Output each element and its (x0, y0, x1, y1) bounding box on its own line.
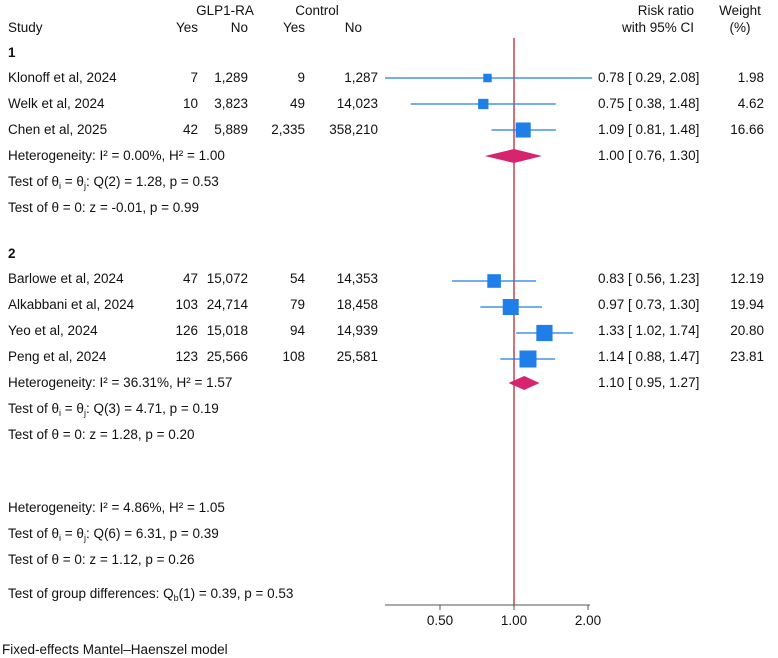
subgroup-2-z-test: Test of θ = 0: z = 1.28, p = 0.20 (8, 427, 195, 442)
ctrl-no: 14,939 (336, 323, 378, 338)
ctrl-no: 25,581 (336, 349, 378, 364)
ci-text: 0.83 [ 0.56, 1.23] (598, 271, 700, 286)
group-differences-test: Test of group differences: Qb(1) = 0.39,… (8, 586, 294, 603)
treat-no: 15,072 (206, 271, 248, 286)
overall-heterogeneity: Heterogeneity: I² = 4.86%, H² = 1.05 (8, 500, 225, 515)
study-name: Alkabbani et al, 2024 (8, 297, 135, 312)
effect-marker (536, 324, 553, 342)
ci-text: 0.78 [ 0.29, 2.08] (598, 70, 700, 85)
treat-yes: 103 (175, 297, 198, 312)
subgroup-1-label: 1 (8, 45, 16, 60)
study-name: Chen et al, 2025 (8, 122, 108, 137)
ctrl-yes: 94 (289, 323, 305, 338)
effect-marker (502, 299, 519, 315)
ci-text: 1.33 [ 1.02, 1.74] (598, 323, 700, 338)
effect-marker (519, 350, 537, 368)
weight-value: 20.80 (730, 323, 764, 338)
ctrl-yes: 54 (289, 271, 305, 286)
study-name: Peng et al, 2024 (8, 349, 107, 364)
subgroup-1-q-test: Test of θi = θj: Q(2) = 1.28, p = 0.53 (8, 174, 219, 191)
overall-z-test: Test of θ = 0: z = 1.12, p = 0.26 (8, 552, 195, 567)
study-name: Welk et al, 2024 (8, 96, 105, 111)
subgroup-1-heterogeneity: Heterogeneity: I² = 0.00%, H² = 1.00 (8, 148, 225, 163)
ctrl-no: 358,210 (329, 122, 378, 137)
ctrl-yes: 79 (289, 297, 305, 312)
header-c-no: No (344, 20, 362, 35)
treat-yes: 10 (182, 96, 198, 111)
study-name: Klonoff et al, 2024 (8, 70, 117, 85)
pooled-diamond (484, 149, 543, 163)
ci-text: 1.09 [ 0.81, 1.48] (598, 122, 700, 137)
subgroup-1-pooled-ci: 1.00 [ 0.76, 1.30] (598, 148, 700, 163)
pooled-diamond (508, 376, 540, 390)
x-tick-label: 1.00 (501, 613, 527, 628)
treat-yes: 7 (190, 70, 198, 85)
ctrl-yes: 108 (282, 349, 305, 364)
ci-text: 0.75 [ 0.38, 1.48] (598, 96, 700, 111)
subgroup-1-z-test: Test of θ = 0: z = -0.01, p = 0.99 (8, 200, 199, 215)
treat-yes: 47 (182, 271, 198, 286)
header-glp1ra: GLP1-RA (196, 3, 254, 18)
ctrl-yes: 49 (289, 96, 305, 111)
header-risk-ratio: Risk ratio (637, 3, 694, 18)
header-c-yes: Yes (282, 20, 305, 35)
weight-value: 12.19 (730, 271, 764, 286)
treat-no: 15,018 (206, 323, 248, 338)
subgroup-2-heterogeneity: Heterogeneity: I² = 36.31%, H² = 1.57 (8, 375, 233, 390)
weight-value: 23.81 (730, 349, 764, 364)
overall-q-test: Test of θi = θj: Q(6) = 6.31, p = 0.39 (8, 526, 219, 543)
header-t-no: No (230, 20, 248, 35)
header-t-yes: Yes (175, 20, 198, 35)
weight-value: 4.62 (737, 96, 764, 111)
treat-no: 1,289 (214, 70, 248, 85)
treat-no: 25,566 (206, 349, 248, 364)
ci-text: 0.97 [ 0.73, 1.30] (598, 297, 700, 312)
treat-no: 3,823 (214, 96, 248, 111)
effect-marker (478, 98, 489, 110)
subgroup-2-label: 2 (8, 246, 16, 261)
ci-text: 1.14 [ 0.88, 1.47] (598, 349, 700, 364)
effect-marker (515, 122, 531, 138)
subgroup-2-q-test: Test of θi = θj: Q(3) = 4.71, p = 0.19 (8, 401, 219, 418)
header-study: Study (8, 20, 43, 35)
weight-value: 1.98 (737, 70, 764, 85)
weight-value: 19.94 (730, 297, 764, 312)
treat-yes: 123 (175, 349, 198, 364)
x-tick-label: 2.00 (575, 613, 601, 628)
study-name: Yeo et al, 2024 (8, 323, 98, 338)
header-control: Control (295, 3, 339, 18)
weight-value: 16.66 (730, 122, 764, 137)
ctrl-yes: 2,335 (271, 122, 305, 137)
treat-yes: 126 (175, 323, 198, 338)
model-footnote: Fixed-effects Mantel–Haenszel model (2, 642, 228, 657)
ctrl-no: 14,023 (336, 96, 378, 111)
effect-marker (487, 274, 501, 288)
ctrl-yes: 9 (297, 70, 305, 85)
treat-yes: 42 (182, 122, 198, 137)
x-tick-label: 0.50 (427, 613, 453, 628)
ctrl-no: 1,287 (344, 70, 378, 85)
treat-no: 24,714 (206, 297, 248, 312)
ctrl-no: 14,353 (336, 271, 378, 286)
treat-no: 5,889 (214, 122, 248, 137)
study-name: Barlowe et al, 2024 (8, 271, 124, 286)
header-weight: Weight (719, 3, 761, 18)
ctrl-no: 18,458 (336, 297, 378, 312)
effect-marker (483, 73, 492, 83)
header-weight-unit: (%) (729, 20, 751, 35)
header-ci: with 95% CI (621, 20, 694, 35)
subgroup-2-pooled-ci: 1.10 [ 0.95, 1.27] (598, 375, 700, 390)
